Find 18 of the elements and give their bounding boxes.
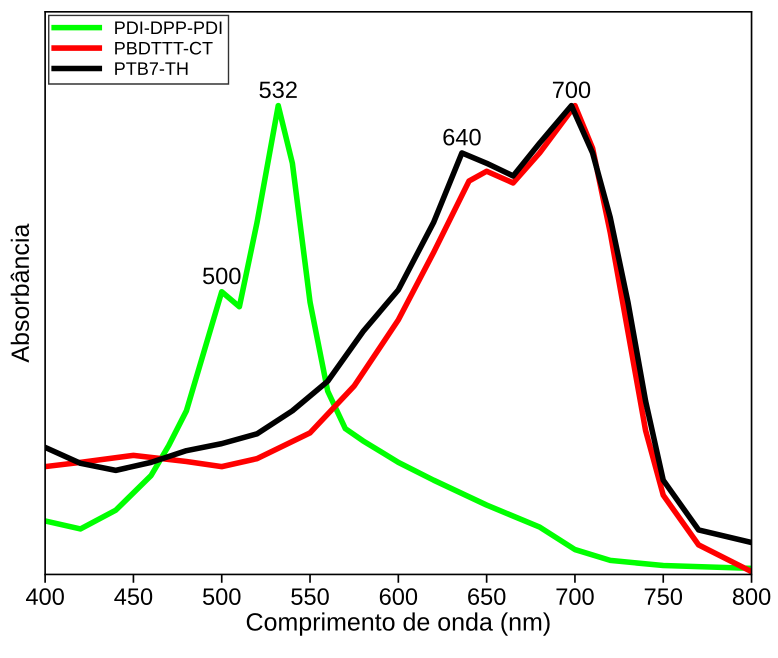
x-tick-label: 800 [732,588,770,605]
x-tick-label: 450 [114,588,152,605]
x-tick-label: 650 [468,588,506,605]
annotation: 532 [259,81,297,98]
legend-label: PBDTTT-CT [115,42,213,55]
x-tick-label: 400 [26,588,64,605]
legend-label: PTB7-TH [115,62,188,75]
x-tick-label: 550 [291,588,329,605]
x-tick-label: 500 [202,588,241,605]
x-axis-title: Comprimento de onda (nm) [246,612,550,636]
annotation: 700 [552,81,590,98]
annotation: 640 [443,128,481,146]
annotation: 500 [202,268,241,284]
x-tick-label: 750 [644,588,682,605]
x-tick-label: 600 [380,588,418,605]
x-tick-label: 700 [556,588,594,605]
y-axis-title: Absorbância [10,224,30,363]
legend-label: PDI-DPP-PDI [115,22,222,34]
